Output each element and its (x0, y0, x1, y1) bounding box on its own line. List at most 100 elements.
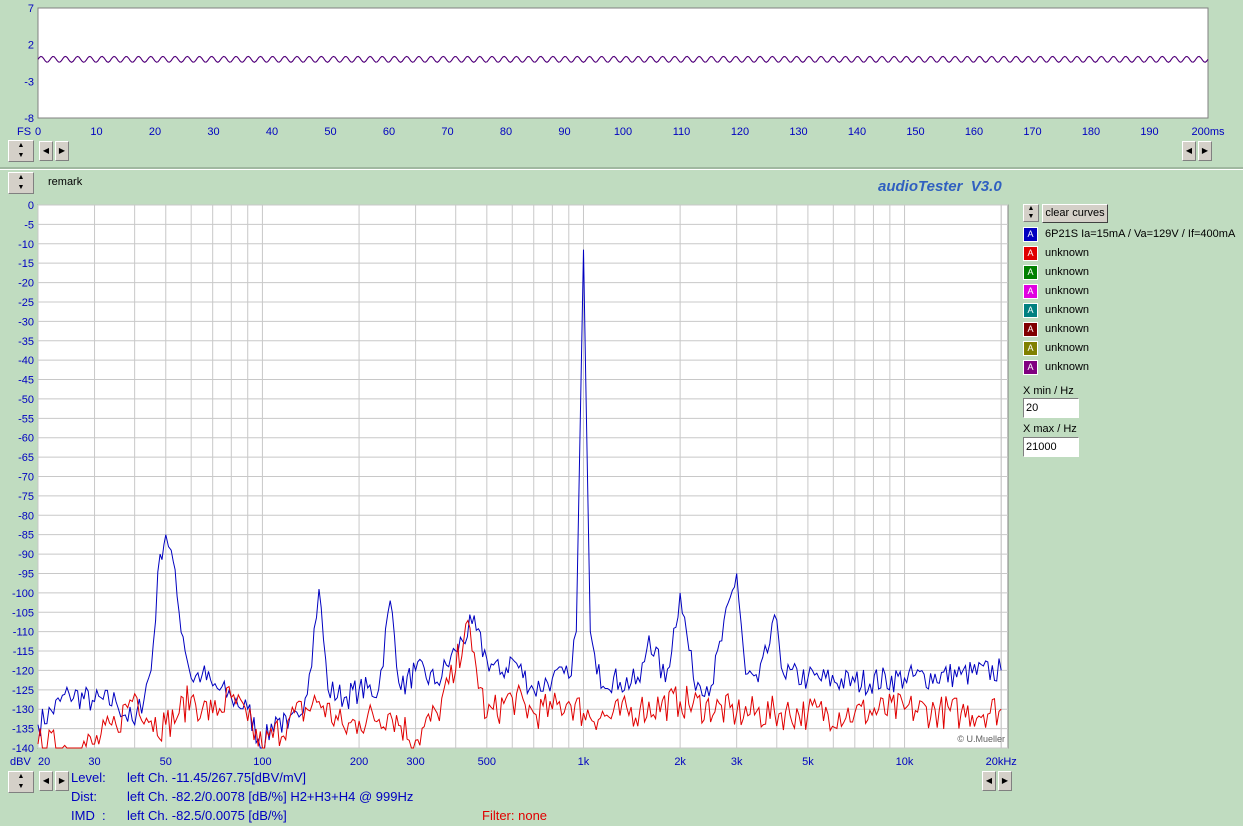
time-x-tick-label: 140 (848, 126, 866, 138)
legend-label: unknown (1045, 323, 1090, 335)
legend-color-button[interactable]: A (1023, 359, 1038, 375)
spectrum-y-tick-label: -40 (18, 355, 34, 367)
spectrum-x-tick-label: 500 (478, 756, 496, 768)
spectrum-y-tick-label: -80 (18, 510, 34, 522)
time-x-tick-label: 50 (324, 126, 336, 138)
copyright-text: © U.Mueller (957, 734, 1005, 744)
spectrum-scroll-left-button[interactable]: ◀ (39, 771, 53, 791)
spectrum-y-tick-label: -140 (12, 743, 34, 755)
time-x-tick-label: 40 (266, 126, 278, 138)
legend-item[interactable]: A 6P21S Ia=15mA / Va=129V / If=400mA (1023, 225, 1235, 243)
spectrum-y-tick-label: -35 (18, 336, 34, 348)
spectrum-y-tick-label: -65 (18, 452, 34, 464)
dist-label: Dist: (71, 789, 97, 804)
time-x-tick-label: 70 (441, 126, 453, 138)
xmin-input[interactable] (1023, 398, 1079, 418)
imd-value: left Ch. -82.5/0.0075 [dB/%] (127, 808, 287, 823)
time-scroll-left-button[interactable]: ◀ (39, 141, 53, 161)
app-title: audioTester V3.0 (878, 178, 1002, 195)
spectrum-x-tick-label: 2k (674, 756, 686, 768)
legend-color-button[interactable]: A (1023, 245, 1038, 261)
spectrum-y-tick-label: -50 (18, 394, 34, 406)
xmax-input[interactable] (1023, 437, 1079, 457)
spectrum-y-tick-label: -30 (18, 316, 34, 328)
time-x-tick-label: 30 (207, 126, 219, 138)
level-value: left Ch. -11.45/267.75[dBV/mV] (127, 770, 306, 785)
spectrum-y-tick-label: -75 (18, 491, 34, 503)
spectrum-zoom-left-button[interactable]: ◀ (982, 771, 996, 791)
spectrum-y-spinner[interactable]: ▲ ▼ (8, 771, 34, 793)
time-x-tick-label: 170 (1023, 126, 1041, 138)
clear-curves-button[interactable]: clear curves (1042, 204, 1108, 223)
separator (0, 167, 1243, 170)
time-x-tick-label: 130 (789, 126, 807, 138)
legend-label: 6P21S Ia=15mA / Va=129V / If=400mA (1045, 228, 1236, 240)
time-x-tick-label: 10 (90, 126, 102, 138)
time-y-tick-label: 2 (28, 40, 34, 52)
time-x-tick-label: 80 (500, 126, 512, 138)
time-scroll-right-button[interactable]: ▶ (55, 141, 69, 161)
time-y-tick-label: -3 (24, 76, 34, 88)
imd-label: IMD : (71, 808, 106, 823)
spectrum-chart: 0 -5 -10 -15 -20 -25 -30 -35 -40 -45 -50 -55 -60 -65 -… (10, 200, 1017, 768)
level-label: Level: (71, 770, 106, 785)
spectrum-y-unit-label: dBV (10, 756, 31, 768)
spectrum-y-tick-label: -45 (18, 375, 34, 387)
spectrum-y-tick-label: -110 (13, 627, 34, 639)
spectrum-x-tick-label: 100 (253, 756, 271, 768)
spectrum-y-tick-label: -20 (18, 278, 34, 290)
time-x-tick-label: 180 (1082, 126, 1100, 138)
remark-spinner[interactable]: ▲ ▼ (8, 172, 34, 194)
spectrum-x-tick-label: 200 (350, 756, 368, 768)
legend-color-button[interactable]: A (1023, 264, 1038, 280)
spectrum-scroll-right-button[interactable]: ▶ (55, 771, 69, 791)
xmin-label: X min / Hz (1023, 385, 1074, 397)
time-waveform-blue (37, 55, 1209, 63)
time-zoom-right-button[interactable]: ▶ (1198, 141, 1212, 161)
spectrum-x-tick-label: 20 (38, 756, 50, 768)
time-x-tick-label: 100 (614, 126, 632, 138)
legend-label: unknown (1045, 247, 1090, 259)
spectrum-x-tick-label: 20kHz (986, 756, 1017, 768)
remark-label[interactable]: remark (48, 176, 83, 188)
legend-label: unknown (1045, 285, 1090, 297)
spectrum-zoom-right-button[interactable]: ▶ (998, 771, 1012, 791)
time-zoom-left-button[interactable]: ◀ (1182, 141, 1196, 161)
legend-label: unknown (1045, 342, 1090, 354)
spectrum-y-tick-label: -90 (18, 549, 34, 561)
time-y-spinner[interactable]: ▲ ▼ (8, 140, 34, 162)
time-y-unit-label: FS (17, 126, 31, 138)
time-x-tick-label: 0 (35, 126, 41, 138)
spectrum-series-red (37, 619, 1002, 749)
time-x-tick-label: 150 (906, 126, 924, 138)
legend-color-button[interactable]: A (1023, 302, 1038, 318)
dist-value: left Ch. -82.2/0.0078 [dB/%] H2+H3+H4 @ … (127, 789, 414, 804)
legend-color-button[interactable]: A (1023, 283, 1038, 299)
spectrum-x-tick-label: 3k (731, 756, 743, 768)
spectrum-y-tick-label: -5 (24, 219, 34, 231)
spectrum-y-tick-label: -95 (18, 568, 34, 580)
spectrum-y-tick-label: -60 (18, 433, 34, 445)
time-x-tick-label: 60 (383, 126, 395, 138)
spectrum-x-tick-label: 1k (578, 756, 590, 768)
spectrum-x-tick-label: 300 (406, 756, 424, 768)
filter-status: Filter: none (482, 808, 548, 823)
xmax-label: X max / Hz (1023, 423, 1077, 435)
spectrum-y-tick-label: -85 (18, 530, 34, 542)
spectrum-y-tick-label: -70 (18, 472, 34, 484)
time-x-tick-label: 20 (149, 126, 161, 138)
legend-color-button[interactable]: A (1023, 321, 1038, 337)
time-x-tick-label: 160 (965, 126, 983, 138)
legend-label: unknown (1045, 361, 1090, 373)
spectrum-x-tick-label: 5k (802, 756, 814, 768)
legend-color-button[interactable]: A (1023, 226, 1038, 242)
curves-spinner[interactable]: ▲ ▼ (1023, 204, 1039, 222)
legend-color-button[interactable]: A (1023, 340, 1038, 356)
